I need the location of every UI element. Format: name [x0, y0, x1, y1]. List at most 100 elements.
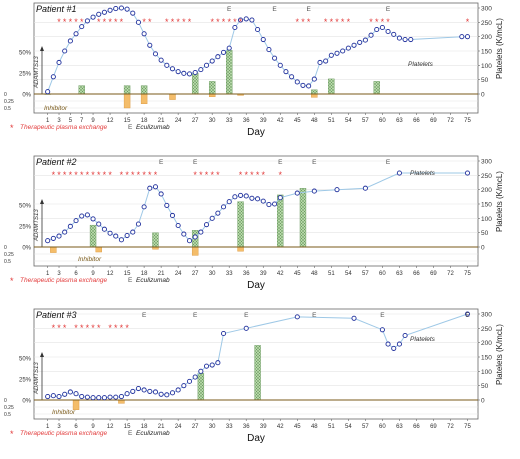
platelet-point: [379, 327, 385, 333]
platelet-point: [260, 198, 266, 204]
platelet-point: [464, 311, 471, 317]
x-tick-label: 66: [413, 424, 420, 430]
platelet-point: [357, 39, 363, 45]
adamts13-axis-label: ADAMTS13: [34, 56, 40, 89]
inhibitor-bar: [169, 93, 176, 100]
x-tick-label: 27: [192, 271, 199, 277]
platelet-point: [169, 66, 176, 72]
tpe-marker: *: [97, 170, 101, 180]
inhibitor-label: Inhibitor: [44, 105, 68, 112]
tpe-marker: *: [108, 17, 112, 27]
adamts13-bar: [89, 224, 97, 248]
platelet-point: [396, 341, 402, 347]
platelet-point: [260, 36, 266, 43]
platelet-point: [50, 393, 56, 399]
platelet-point: [351, 315, 357, 321]
platelet-point: [118, 5, 124, 11]
platelet-point: [215, 54, 221, 60]
platelet-point: [215, 210, 221, 216]
platelet-point: [294, 79, 300, 85]
x-axis-label: Day: [247, 127, 265, 138]
tpe-marker: *: [74, 170, 78, 180]
platelet-point: [175, 387, 181, 393]
platelet-point: [73, 31, 79, 37]
tpe-marker: *: [86, 170, 90, 180]
tpe-marker: *: [171, 17, 175, 27]
platelet-point: [135, 221, 141, 227]
inhibitor-bar: [237, 246, 244, 252]
y-tick-label-left: 25%: [19, 72, 32, 78]
platelet-point: [124, 391, 130, 397]
tpe-marker: *: [205, 170, 209, 180]
platelet-point: [96, 395, 102, 401]
x-tick-label: 24: [175, 424, 182, 430]
x-tick-label: 6: [74, 424, 78, 430]
platelet-point: [107, 230, 113, 236]
tpe-marker: *: [154, 170, 158, 180]
platelet-point: [266, 202, 272, 208]
tpe-marker: *: [69, 170, 73, 180]
x-tick-label: 12: [107, 271, 114, 277]
adamts13-arrowhead: [40, 46, 44, 51]
adamts13-bar: [78, 85, 85, 95]
tpe-marker: *: [91, 170, 95, 180]
tpe-marker: *: [386, 17, 390, 27]
platelet-point: [181, 383, 187, 389]
adamts13-bar: [299, 187, 307, 248]
x-axis-label: Day: [247, 280, 265, 291]
x-tick-label: 3: [57, 424, 61, 430]
x-tick-label: 45: [294, 118, 301, 124]
tpe-marker: *: [57, 170, 61, 180]
platelet-point: [289, 74, 295, 80]
platelet-point: [334, 50, 340, 56]
tpe-marker: *: [97, 17, 101, 27]
x-tick-label: 36: [243, 424, 250, 430]
platelet-point: [164, 202, 170, 208]
platelet-point: [226, 199, 232, 205]
inhibitor-tick-label: 0.25: [4, 405, 14, 411]
y-tick-label-right: 200: [481, 187, 492, 194]
tpe-marker: *: [233, 17, 237, 27]
legend-tpe-symbol: *: [10, 123, 14, 133]
y-tick-label-left: 0%: [22, 93, 31, 99]
x-tick-label: 36: [243, 271, 250, 277]
adamts13-arrowhead: [40, 199, 44, 204]
x-tick-label: 75: [464, 271, 471, 277]
y-tick-label-right: 300: [481, 312, 492, 319]
adamts13-bar: [140, 85, 148, 95]
eculizumab-marker: E: [306, 6, 311, 13]
x-tick-label: 60: [379, 271, 386, 277]
x-tick-label: 12: [107, 424, 114, 430]
eculizumab-marker: E: [380, 312, 385, 319]
platelet-point: [277, 195, 283, 201]
eculizumab-marker: E: [465, 312, 470, 319]
tpe-marker: *: [307, 17, 311, 27]
legend-ecu-label: Eculizumab: [136, 430, 170, 437]
tpe-marker: *: [148, 170, 152, 180]
platelet-point: [67, 223, 73, 229]
panel-title: Patient #2: [36, 157, 77, 167]
platelet-point: [323, 58, 329, 64]
platelet-point: [101, 9, 107, 15]
x-tick-label: 30: [209, 424, 216, 430]
legend-tpe-label: Therapeutic plasma exchange: [20, 277, 107, 284]
platelet-point: [464, 34, 471, 40]
x-tick-label: 48: [311, 118, 318, 124]
plot-frame: [33, 308, 479, 420]
platelet-point: [192, 374, 198, 380]
adamts13-axis-label: ADAMTS13: [34, 362, 40, 395]
platelet-point: [62, 48, 68, 54]
platelet-point: [141, 204, 147, 210]
adamts13-bar: [226, 50, 233, 95]
platelet-point: [334, 187, 340, 193]
x-tick-label: 1: [46, 424, 50, 430]
x-tick-label: 42: [277, 118, 284, 124]
platelet-point: [255, 196, 261, 202]
legend-tpe-symbol: *: [10, 429, 14, 439]
tpe-marker: *: [182, 17, 186, 27]
platelet-point: [164, 392, 170, 398]
x-tick-label: 39: [260, 271, 267, 277]
platelet-point: [113, 394, 119, 400]
adamts13-bar: [237, 201, 244, 248]
platelet-point: [362, 185, 368, 191]
